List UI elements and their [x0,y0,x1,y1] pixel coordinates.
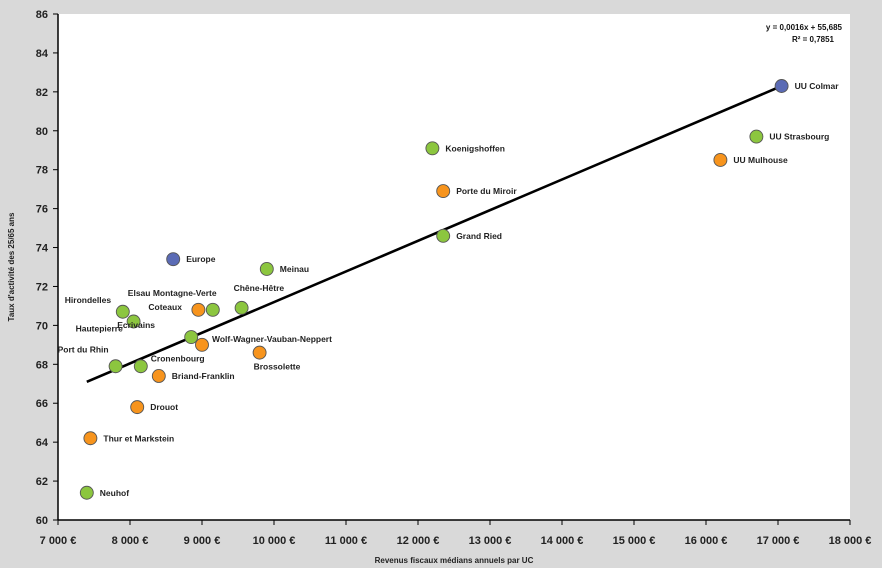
data-label: Europe [186,254,216,264]
x-tick-label: 13 000 € [469,535,512,547]
y-tick-label: 80 [36,126,48,138]
data-point [436,184,451,199]
data-label: Coteaux [148,302,182,312]
data-point [749,129,764,144]
data-label: Wolf-Wagner-Vauban-Neppert [212,334,332,344]
y-tick-label: 62 [36,476,48,488]
x-tick-label: 16 000 € [685,535,728,547]
data-label: Elsau Montagne-Verte [128,288,217,298]
x-tick-label: 14 000 € [541,535,584,547]
x-tick-label: 18 000 € [829,535,872,547]
data-label: Cronenbourg [151,353,205,363]
y-tick-label: 78 [36,165,48,177]
data-point [425,141,440,156]
data-point [252,345,267,360]
data-label: Grand Ried [456,231,502,241]
trendline [86,84,783,384]
data-point [774,79,789,93]
data-label: Meinau [280,264,309,274]
trendline-r2: R² = 0,7851 [792,35,835,44]
x-tick-label: 10 000 € [253,535,296,547]
data-point [126,314,141,329]
data-point [108,359,123,374]
data-label: Port du Rhin [58,344,109,354]
data-point [184,330,199,345]
y-tick-label: 84 [36,48,49,60]
y-tick-label: 64 [36,437,49,449]
x-tick-label: 8 000 € [112,535,149,547]
data-point [205,302,220,317]
data-point [713,153,728,167]
x-tick-label: 9 000 € [184,535,221,547]
data-label: Drouot [150,402,178,412]
y-tick-label: 66 [36,398,48,410]
data-label: Hirondelles [65,295,112,305]
data-point [133,359,148,374]
data-label: Brossolette [254,362,301,372]
x-tick-label: 15 000 € [613,535,656,547]
y-tick-label: 68 [36,359,48,371]
data-label: Hautepierre [76,323,124,333]
data-point [83,431,98,446]
data-label: Koenigshoffen [445,143,505,153]
y-tick-label: 76 [36,204,48,216]
x-tick-label: 11 000 € [325,535,367,547]
data-point [259,261,274,276]
data-label: UU Strasbourg [769,132,829,142]
data-label: Chêne-Hêtre [234,283,285,293]
x-tick-label: 7 000 € [40,535,77,547]
data-point [234,300,249,315]
data-point [166,252,181,267]
data-point [151,369,166,383]
data-label: UU Colmar [795,81,840,91]
data-label: Neuhof [100,488,129,498]
y-tick-label: 74 [36,243,49,255]
data-label: UU Mulhouse [733,155,788,165]
data-label: Briand-Franklin [172,371,235,381]
data-point [436,228,451,243]
data-point [191,302,206,317]
axes: 60 62 64 66 68 70 72 74 76 78 80 82 84 86 7 000 € 8 000… [36,9,872,547]
y-tick-label: 86 [36,9,48,21]
x-tick-label: 17 000 € [757,535,800,547]
data-point [79,485,94,500]
trendline-group [86,84,783,384]
y-tick-label: 70 [36,320,48,332]
x-tick-label: 12 000 € [397,535,440,547]
data-label: Porte du Miroir [456,186,517,196]
trendline-equation: y = 0,0016x + 55,685 [766,23,843,32]
data-label: Ecrivains [117,320,155,330]
y-axis-title: Taux d'activité des 25/65 ans [7,212,16,321]
y-tick-label: 82 [36,87,48,99]
points-group: UU Colmar UU Strasbourg UU Mulhouse Koenigs… [58,79,840,500]
data-label: Thur et Markstein [103,433,174,443]
y-tick-label: 60 [36,515,48,527]
data-point [195,337,209,352]
y-tick-label: 72 [36,281,48,293]
data-point [130,400,145,415]
plot-area [58,14,850,520]
x-axis-title: Revenus fiscaux médians annuels par UC [375,556,534,565]
data-point [115,304,130,319]
